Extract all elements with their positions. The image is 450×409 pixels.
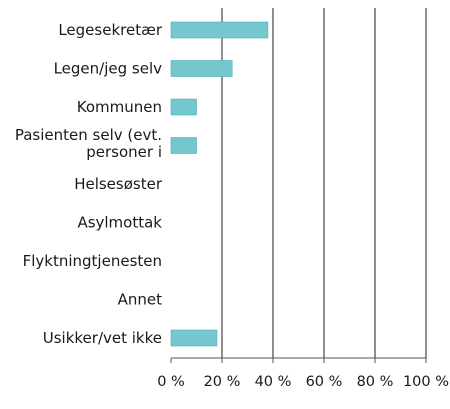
category-label: Flyktningtjenesten (23, 252, 162, 270)
bars (170, 21, 269, 347)
x-tick-label: 100 % (403, 374, 449, 390)
category-label: Asylmottak (77, 214, 162, 232)
bar (170, 329, 218, 347)
category-label: Legen/jeg selv (54, 60, 163, 78)
x-tick-label: 0 % (157, 374, 185, 390)
category-label: Kommunen (77, 98, 162, 116)
x-tick-label: 20 % (204, 374, 241, 390)
x-tick-labels: 0 % 20 % 40 % 60 % 80 % 100 % (157, 374, 449, 390)
x-tick-label: 80 % (357, 374, 394, 390)
bar (170, 21, 269, 39)
category-label: Helsesøster (74, 175, 163, 193)
bar (170, 137, 197, 154)
x-axis (170, 357, 427, 363)
category-label: Legesekretær (58, 21, 162, 39)
bar (170, 98, 197, 116)
x-tick-label: 60 % (306, 374, 343, 390)
bar (170, 60, 233, 77)
category-label: Annet (118, 291, 163, 309)
category-label: Usikker/vet ikke (43, 329, 162, 347)
x-tick-label: 40 % (255, 374, 292, 390)
category-labels: Legesekretær Legen/jeg selv Kommunen Pasien… (15, 21, 163, 347)
gridlines (221, 8, 427, 358)
category-label: Pasienten selv (evt. personer i (15, 126, 162, 161)
